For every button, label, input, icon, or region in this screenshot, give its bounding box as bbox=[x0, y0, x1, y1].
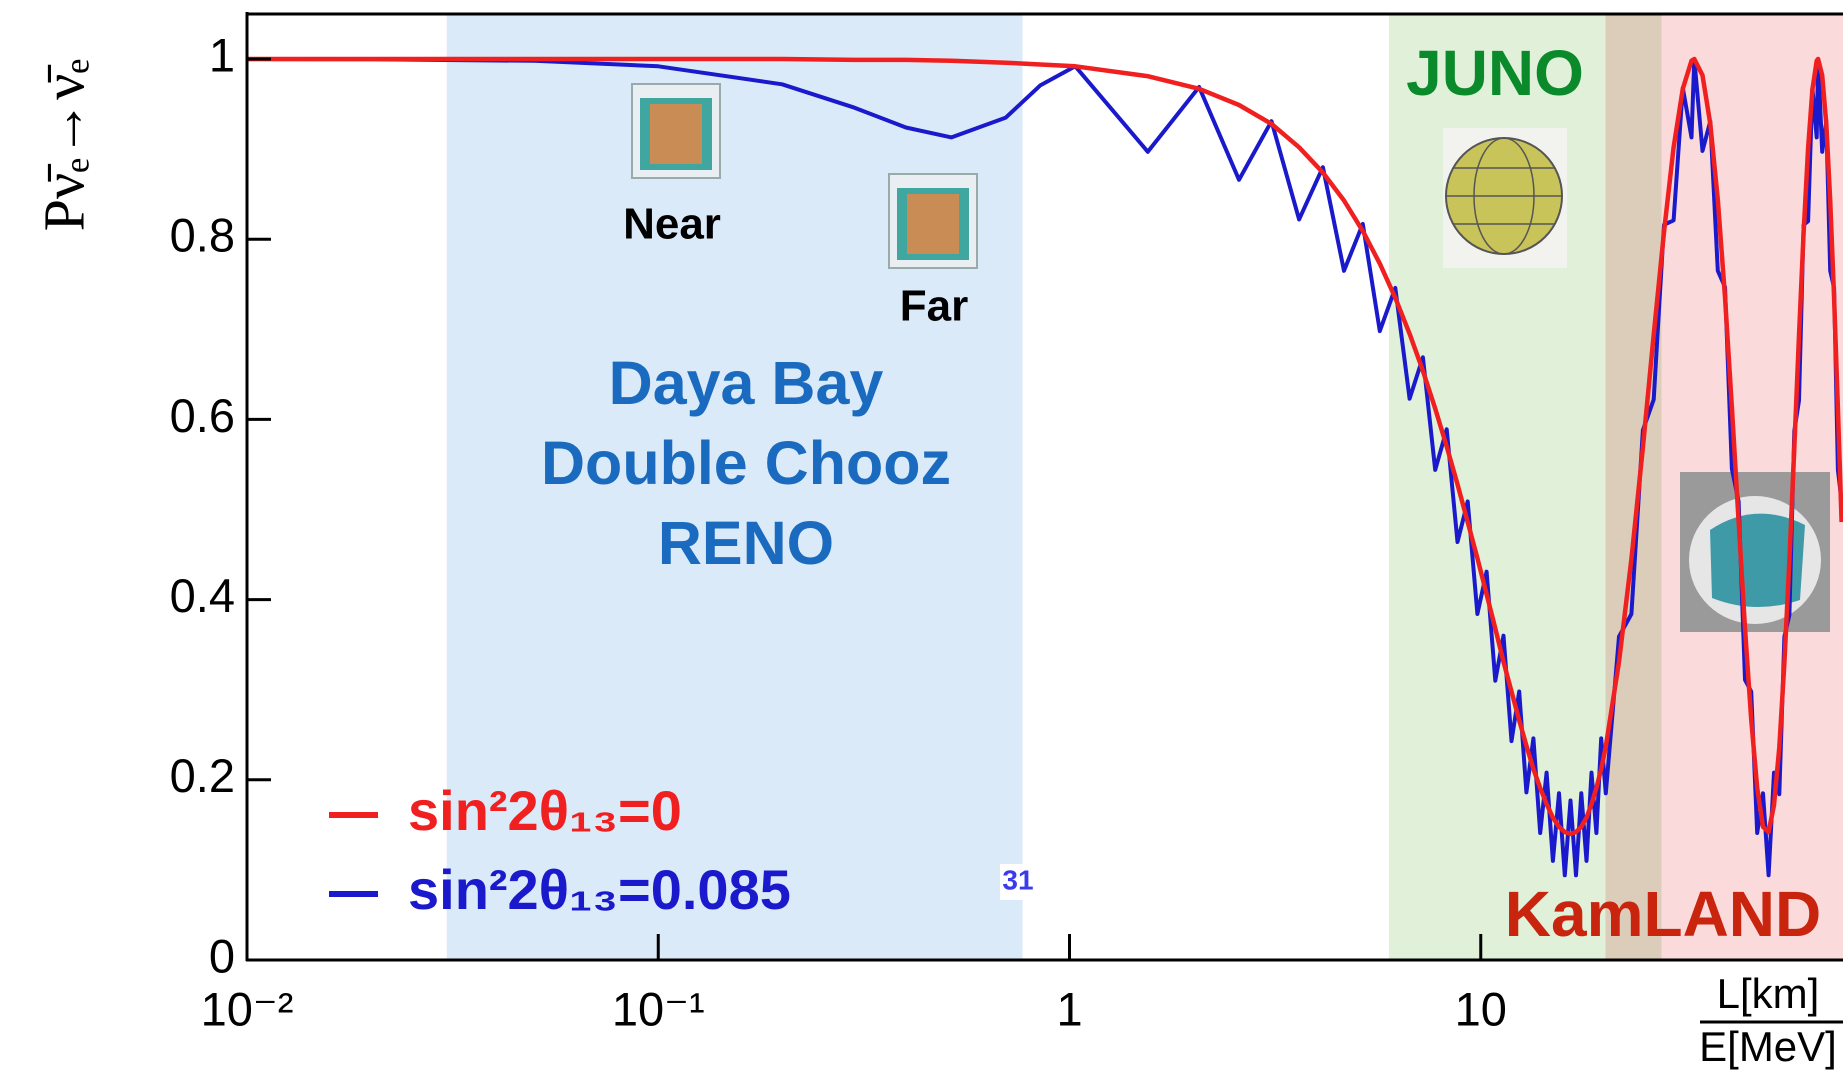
curves bbox=[247, 56, 1843, 878]
y-tick-label: 0.6 bbox=[170, 389, 235, 442]
x-tick-label: 10⁻¹ bbox=[612, 982, 705, 1035]
legend: sin²2θ₁₃=0 sin²2θ₁₃=0.085 bbox=[329, 779, 791, 921]
kamland-detector-icon bbox=[1680, 472, 1830, 632]
x-axis-label-denominator: E[MeV] bbox=[1699, 1023, 1837, 1070]
region-label: Double Chooz bbox=[541, 429, 951, 497]
annotation: 31 bbox=[1002, 864, 1033, 895]
y-axis-label: Pν̄ₑ→ν̄ₑ bbox=[31, 59, 96, 231]
y-tick-label: 0 bbox=[209, 929, 235, 982]
legend-label: sin²2θ₁₃=0 bbox=[408, 779, 682, 842]
y-tick-label: 1 bbox=[209, 28, 235, 81]
x-tick-label: 10⁻² bbox=[201, 982, 294, 1035]
near-detector-icon bbox=[631, 83, 721, 179]
region-label: JUNO bbox=[1406, 37, 1584, 109]
x-tick-label: 1 bbox=[1056, 982, 1082, 1035]
annotation-box bbox=[1000, 864, 1036, 900]
far-label: Far bbox=[900, 282, 968, 331]
region-label: Daya Bay bbox=[609, 349, 884, 417]
near-label: Near bbox=[623, 200, 721, 249]
x-axis-label-numerator: L[km] bbox=[1717, 970, 1820, 1017]
x-tick-label: 10 bbox=[1455, 982, 1507, 1035]
y-tick-label: 0.4 bbox=[170, 569, 235, 622]
y-tick-label: 0.2 bbox=[170, 749, 235, 802]
series-line bbox=[247, 56, 1843, 837]
far-detector-icon bbox=[888, 173, 978, 269]
axes bbox=[245, 12, 1843, 962]
juno-detector-icon bbox=[1443, 128, 1567, 268]
legend-label: sin²2θ₁₃=0.085 bbox=[408, 858, 791, 921]
region-label: RENO bbox=[658, 509, 834, 577]
region-band bbox=[446, 14, 1023, 960]
detector-icons bbox=[631, 83, 1830, 632]
region-label: KamLAND bbox=[1505, 878, 1821, 950]
y-tick-label: 0.8 bbox=[170, 209, 235, 262]
